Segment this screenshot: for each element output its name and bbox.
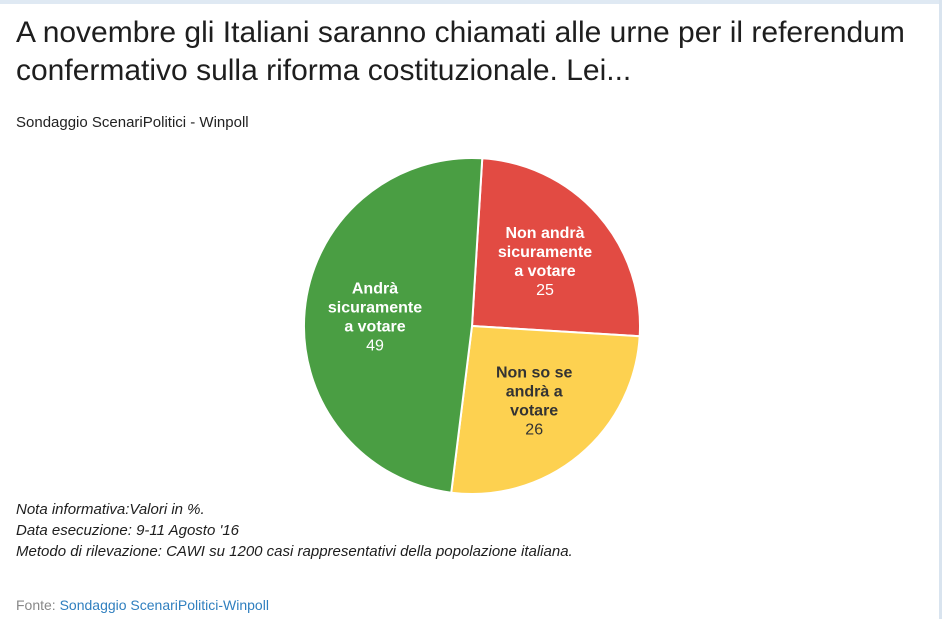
source-line: Fonte: Sondaggio ScenariPolitici-Winpoll <box>16 597 269 613</box>
pie-slice-0 <box>470 157 642 338</box>
right-border <box>939 0 942 619</box>
pie-slice-2 <box>303 156 484 494</box>
slice-label-line: Non so se <box>496 365 573 382</box>
slice-value-0: 25 <box>536 282 554 299</box>
note-date: Data esecuzione: 9-11 Agosto '16 <box>16 522 240 539</box>
slice-value-2: 49 <box>366 338 384 355</box>
pie-slice-1 <box>450 324 641 495</box>
slice-label-1: Non so se andrà a votare 26 <box>496 365 573 439</box>
slice-label-line: andrà a <box>506 384 563 401</box>
pie-slices <box>303 156 642 495</box>
note-info: Nota informativa:Valori in %. <box>16 501 205 518</box>
slice-label-2: Andrà sicuramente a votare 49 <box>328 281 422 355</box>
slice-label-line: votare <box>510 403 558 420</box>
slice-label-line: a votare <box>514 263 575 280</box>
source-link[interactable]: Sondaggio ScenariPolitici-Winpoll <box>59 597 269 613</box>
chart-subtitle: Sondaggio ScenariPolitici - Winpoll <box>16 114 249 131</box>
chart-title: A novembre gli Italiani saranno chiamati… <box>16 16 905 87</box>
slice-label-line: sicuramente <box>498 244 592 261</box>
slice-label-line: sicuramente <box>328 300 422 317</box>
top-border <box>0 0 942 4</box>
slice-label-line: a votare <box>344 319 405 336</box>
slice-value-1: 26 <box>525 422 543 439</box>
note-method: Metodo di rilevazione: CAWI su 1200 casi… <box>16 543 573 560</box>
slice-label-0: Non andrà sicuramente a votare 25 <box>498 225 592 299</box>
slice-label-line: Non andrà <box>505 225 584 242</box>
slice-label-line: Andrà <box>352 281 398 298</box>
pie-labels: Non andrà sicuramente a votare 25 Non so se a… <box>328 225 592 439</box>
source-prefix: Fonte: <box>16 597 60 613</box>
chart-notes: Nota informativa:Valori in %. Data esecu… <box>16 499 573 562</box>
